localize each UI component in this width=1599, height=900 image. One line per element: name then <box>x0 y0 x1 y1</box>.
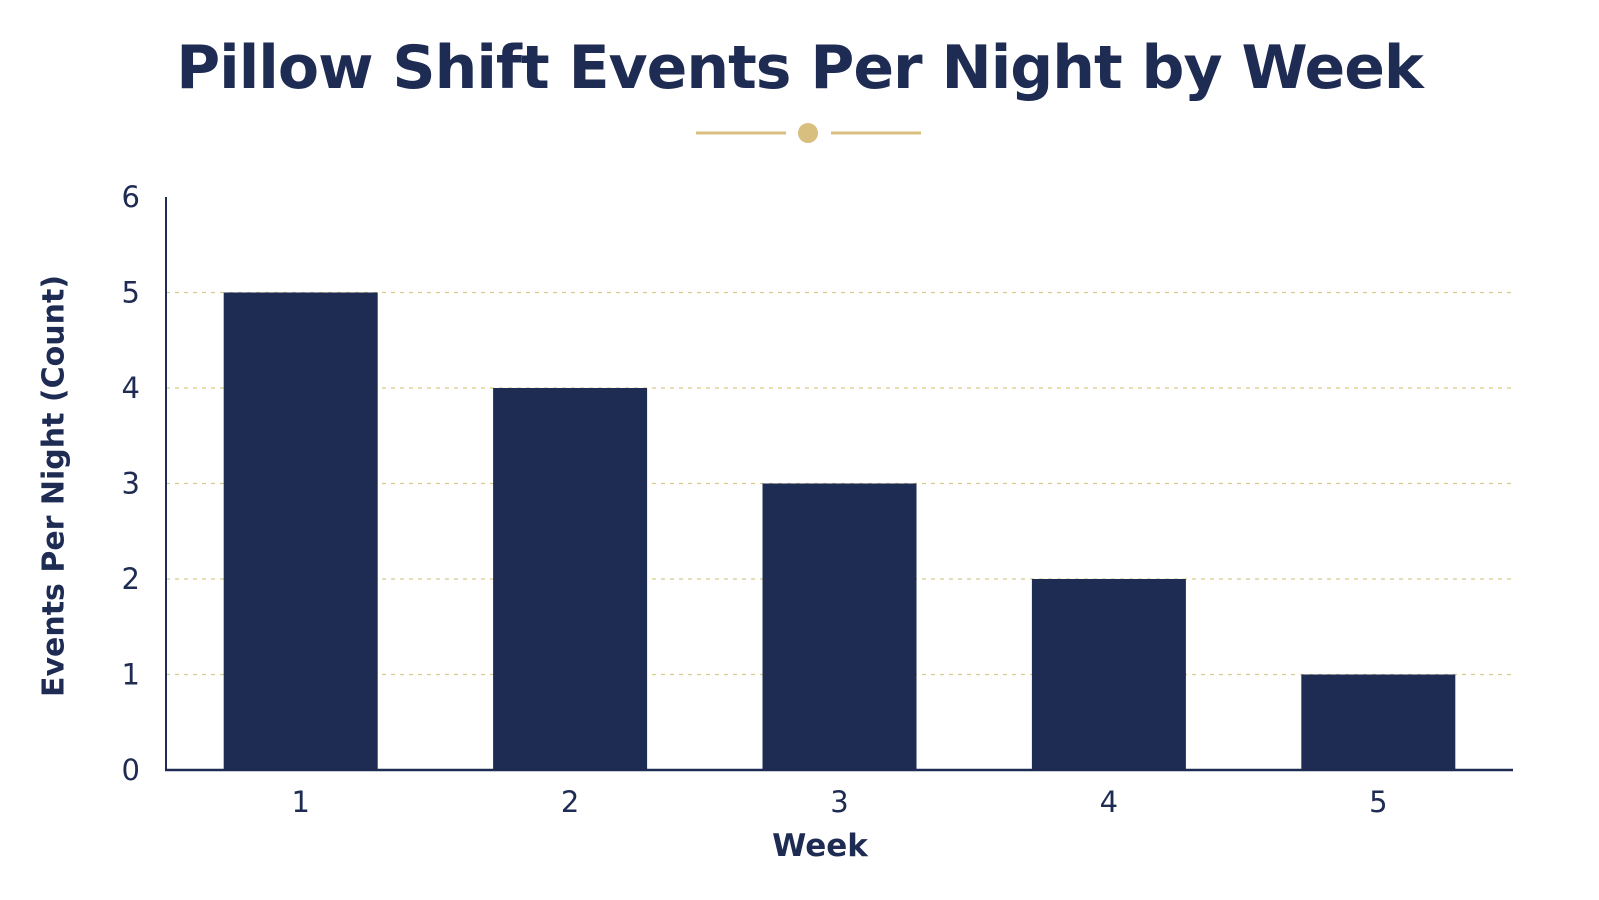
bars <box>223 292 1456 770</box>
title-ornament <box>696 123 921 143</box>
ornament-dot <box>798 123 818 143</box>
bar <box>1301 674 1456 770</box>
axes <box>165 197 1513 772</box>
y-axis-title: Events Per Night (Count) <box>36 274 72 698</box>
bar <box>223 292 378 770</box>
x-tick-labels: 1 2 3 4 5 <box>291 785 1387 819</box>
x-tick-label: 5 <box>1369 785 1387 819</box>
chart-title: Pillow Shift Events Per Night by Week <box>176 33 1424 103</box>
y-tick-label: 5 <box>122 276 140 310</box>
y-tick-label: 4 <box>122 371 140 405</box>
y-tick-label: 3 <box>122 467 140 501</box>
bar <box>1031 579 1186 770</box>
x-axis-title: Week <box>772 828 868 864</box>
bar <box>762 483 917 770</box>
bar <box>493 388 648 770</box>
x-tick-label: 1 <box>291 785 309 819</box>
x-tick-label: 3 <box>830 785 848 819</box>
y-tick-label: 1 <box>122 658 140 692</box>
x-tick-label: 4 <box>1100 785 1118 819</box>
y-tick-label: 2 <box>122 562 140 596</box>
y-tick-label: 0 <box>122 753 140 787</box>
y-tick-label: 6 <box>122 180 140 214</box>
x-tick-label: 2 <box>561 785 579 819</box>
y-tick-labels: 0 1 2 3 4 5 6 <box>122 180 140 787</box>
